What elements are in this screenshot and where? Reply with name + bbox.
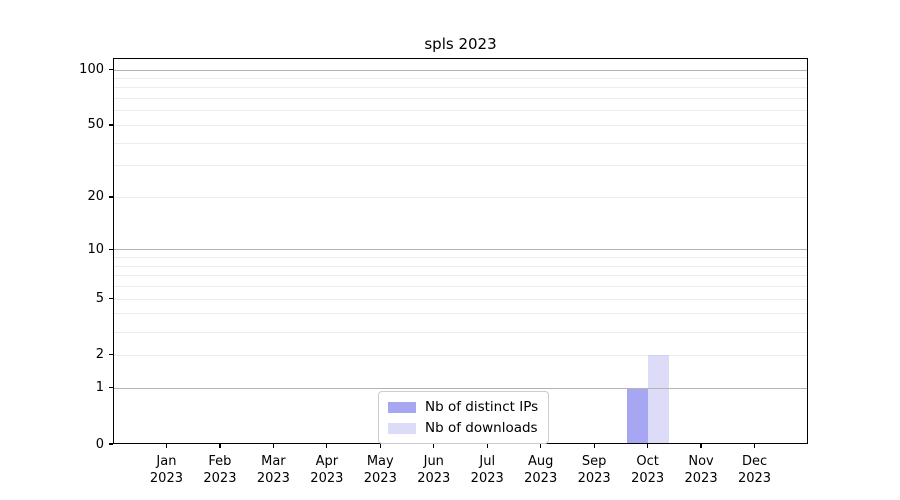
x-tick-label-line: Mar <box>261 454 286 469</box>
x-tick-label-line: Dec <box>741 454 768 469</box>
x-axis-tick <box>647 444 649 448</box>
y-tick-label: 2 <box>95 347 104 363</box>
x-tick-label-line: Jul <box>479 454 496 469</box>
gridline-minor <box>113 313 808 315</box>
gridline-minor <box>113 275 808 277</box>
x-tick-label-line: Jan <box>156 454 177 469</box>
gridline-minor <box>113 196 808 198</box>
y-tick-label: 10 <box>87 241 104 257</box>
gridline-minor <box>113 286 808 288</box>
x-tick-label: Aug 2023 <box>501 453 581 487</box>
x-tick-label: Feb 2023 <box>180 453 260 487</box>
y-axis-tick <box>109 298 113 300</box>
gridline-major <box>113 387 808 389</box>
gridline-major <box>113 249 808 251</box>
gridline-minor <box>113 98 808 100</box>
x-tick-label-line: 2023 <box>363 471 397 486</box>
legend-item-distinct-ips: Nb of distinct IPs <box>388 399 538 415</box>
y-tick-label: 100 <box>79 62 104 77</box>
x-axis-tick <box>593 444 595 448</box>
gridline-minor <box>113 124 808 126</box>
x-tick-label: May 2023 <box>340 453 420 487</box>
gridline-minor <box>113 87 808 89</box>
x-tick-label-line: 2023 <box>417 471 451 486</box>
gridline-minor <box>113 165 808 167</box>
x-tick-label-line: 2023 <box>577 471 611 486</box>
x-tick-label: Jul 2023 <box>447 453 527 487</box>
x-tick-label-line: Aug <box>527 454 554 469</box>
gridline-major <box>113 69 808 71</box>
x-tick-label: Sep 2023 <box>554 453 634 487</box>
legend-label-downloads: Nb of downloads <box>425 420 538 436</box>
x-tick-label: Oct 2023 <box>608 453 688 487</box>
x-tick-label: Jan 2023 <box>126 453 206 487</box>
y-axis-tick <box>109 387 113 389</box>
x-tick-label-line: 2023 <box>631 471 665 486</box>
y-axis-tick <box>109 68 113 71</box>
x-tick-label-line: 2023 <box>149 471 183 486</box>
gridline-minor <box>113 331 808 333</box>
x-axis-tick <box>272 444 274 448</box>
gridline-minor <box>113 142 808 144</box>
x-tick-label: Mar 2023 <box>233 453 313 487</box>
x-axis-tick <box>486 444 488 448</box>
gridline-minor <box>113 110 808 112</box>
x-tick-label-line: 2023 <box>684 471 718 486</box>
x-tick-label: Dec 2023 <box>715 453 795 487</box>
x-axis-tick <box>433 444 435 448</box>
x-tick-label-line: Oct <box>636 454 659 469</box>
x-axis-tick <box>219 444 221 448</box>
legend-label-distinct-ips: Nb of distinct IPs <box>425 399 539 415</box>
y-tick-label: 20 <box>87 189 104 205</box>
legend-swatch-downloads <box>388 422 416 434</box>
x-tick-label-line: 2023 <box>256 471 290 486</box>
x-tick-label-line: 2023 <box>310 471 344 486</box>
x-tick-label: Jun 2023 <box>394 453 474 487</box>
y-axis-tick <box>109 124 113 126</box>
x-axis-tick <box>700 444 702 448</box>
x-tick-label-line: Nov <box>688 454 714 469</box>
gridline-minor <box>113 265 808 267</box>
x-axis-tick <box>379 444 381 448</box>
bar-distinct-ips <box>626 387 648 444</box>
x-tick-label: Apr 2023 <box>287 453 367 487</box>
plot-border <box>113 58 808 444</box>
gridline-minor <box>113 298 808 300</box>
y-axis-tick <box>109 354 113 356</box>
y-tick-label: 50 <box>87 117 104 133</box>
y-axis-tick <box>109 248 113 250</box>
x-tick-label-line: Feb <box>208 454 232 469</box>
y-axis-tick <box>109 443 113 445</box>
x-tick-label-line: 2023 <box>737 471 772 486</box>
chart-title: spls 2023 <box>424 35 497 53</box>
legend: Nb of distinct IPs Nb of downloads <box>378 391 550 444</box>
y-axis-tick <box>109 196 113 198</box>
y-tick-label: 5 <box>95 291 104 307</box>
x-axis-tick <box>165 444 168 448</box>
x-axis-tick <box>326 444 328 448</box>
x-tick-label-line: 2023 <box>524 471 558 486</box>
x-tick-label-line: Sep <box>581 454 607 469</box>
y-tick-label: 0 <box>95 436 104 452</box>
x-tick-label-line: May <box>366 454 394 469</box>
x-tick-label-line: 2023 <box>470 471 504 486</box>
y-tick-label: 1 <box>95 380 104 396</box>
x-tick-label-line: Jun <box>423 454 444 469</box>
gridline-minor <box>113 257 808 259</box>
x-axis-tick <box>753 444 756 448</box>
legend-swatch-distinct-ips <box>388 401 416 413</box>
x-axis-tick <box>540 444 542 448</box>
x-tick-label-line: 2023 <box>203 471 237 486</box>
gridline-minor <box>113 77 808 79</box>
bar-downloads <box>647 354 669 444</box>
x-tick-label-line: Apr <box>315 454 339 469</box>
legend-item-downloads: Nb of downloads <box>388 420 538 436</box>
x-tick-label: Nov 2023 <box>661 453 741 487</box>
gridline-minor <box>113 354 808 356</box>
